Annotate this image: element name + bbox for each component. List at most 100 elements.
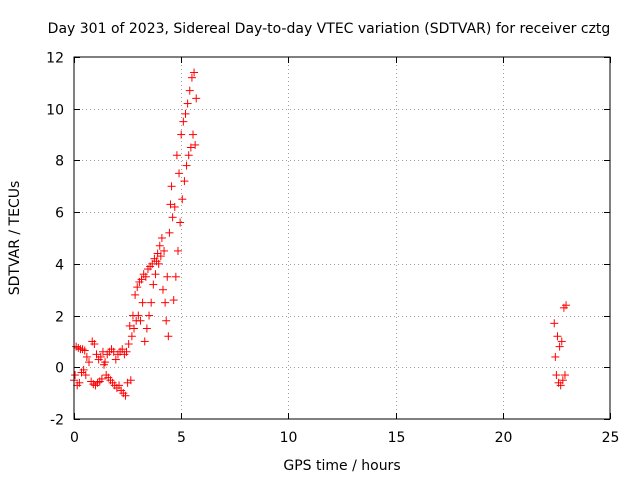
data-point <box>182 161 191 170</box>
data-point <box>553 332 562 341</box>
data-point <box>178 195 187 204</box>
data-point <box>168 213 177 222</box>
data-point <box>162 316 171 325</box>
data-point <box>188 130 197 139</box>
y-tick-label: 6 <box>55 206 64 222</box>
data-point <box>137 275 146 284</box>
data-point <box>79 365 88 374</box>
data-point <box>154 259 163 268</box>
data-point <box>81 371 90 380</box>
data-point <box>115 381 124 390</box>
data-point <box>140 337 149 346</box>
y-axis-label: SDTVAR / TECUs <box>7 181 23 296</box>
data-point <box>169 296 178 305</box>
data-point <box>164 332 173 341</box>
x-tick-labels: 0 5 10 15 20 25 <box>70 430 619 446</box>
data-point <box>555 342 564 351</box>
data-point <box>170 202 179 211</box>
y-tick-label: 10 <box>46 103 64 119</box>
data-point <box>550 319 559 328</box>
data-point <box>173 246 182 255</box>
data-point <box>185 86 194 95</box>
data-point <box>176 218 185 227</box>
data-point <box>96 352 105 361</box>
data-point <box>93 378 102 387</box>
data-point <box>157 234 166 242</box>
data-point <box>161 298 170 307</box>
data-point <box>127 332 136 341</box>
x-axis-label: GPS time / hours <box>283 458 400 474</box>
data-point <box>124 340 133 349</box>
data-point <box>179 117 188 126</box>
y-tick-label: -2 <box>50 413 64 429</box>
data-point <box>171 272 180 281</box>
data-point <box>192 94 201 103</box>
data-point <box>165 228 174 237</box>
data-point <box>131 290 140 299</box>
data-point <box>138 298 147 307</box>
data-point <box>133 283 142 292</box>
data-point <box>80 346 89 355</box>
data-point <box>167 182 176 191</box>
data-point <box>556 381 565 390</box>
data-point <box>145 311 154 320</box>
chart-title: Day 301 of 2023, Sidereal Day-to-day VTE… <box>48 21 611 37</box>
data-point <box>180 177 189 186</box>
y-tick-label: 0 <box>55 361 64 377</box>
data-point <box>156 252 165 261</box>
data-point <box>85 358 94 367</box>
data-point <box>141 272 150 281</box>
data-point <box>72 342 81 351</box>
data-point <box>136 316 145 325</box>
data-point <box>151 270 160 279</box>
x-tick-label: 25 <box>602 430 620 446</box>
data-point <box>71 371 80 380</box>
data-point <box>158 285 167 294</box>
x-tick-label: 20 <box>495 430 513 446</box>
data-point <box>183 99 192 108</box>
data-point <box>551 352 560 361</box>
data-point <box>187 73 196 82</box>
data-point <box>118 345 127 354</box>
data-point <box>125 321 134 330</box>
data-point <box>186 143 195 152</box>
data-point <box>560 371 569 380</box>
data-point <box>111 355 120 364</box>
data-point <box>130 324 139 333</box>
data-points <box>70 68 571 400</box>
data-point <box>181 109 190 118</box>
data-point <box>78 345 87 354</box>
y-tick-label: 8 <box>55 154 64 170</box>
data-point <box>190 68 199 77</box>
x-tick-label: 10 <box>280 430 298 446</box>
data-point <box>89 380 98 389</box>
grid-layer <box>74 57 610 419</box>
y-tick-labels: -2 0 2 4 6 8 10 12 <box>46 51 64 429</box>
data-point <box>142 324 151 333</box>
data-point <box>163 272 172 281</box>
x-tick-label: 0 <box>70 430 79 446</box>
data-point <box>101 358 110 367</box>
data-point <box>90 340 99 349</box>
data-point <box>74 343 83 352</box>
x-tick-label: 15 <box>388 430 406 446</box>
data-point <box>552 371 561 380</box>
data-point <box>175 169 184 178</box>
data-point <box>97 374 106 383</box>
data-point <box>166 200 175 209</box>
x-tick-label: 5 <box>177 430 186 446</box>
data-point <box>160 246 169 255</box>
data-point <box>82 352 91 361</box>
data-point <box>92 350 101 359</box>
data-point <box>147 298 156 307</box>
data-point <box>172 151 181 160</box>
data-point <box>126 376 135 385</box>
y-tick-label: 12 <box>46 51 64 67</box>
data-point <box>134 311 143 320</box>
data-point <box>557 337 566 346</box>
y-tick-label: 4 <box>55 258 64 274</box>
data-point <box>75 378 84 387</box>
plot-border <box>73 56 611 420</box>
